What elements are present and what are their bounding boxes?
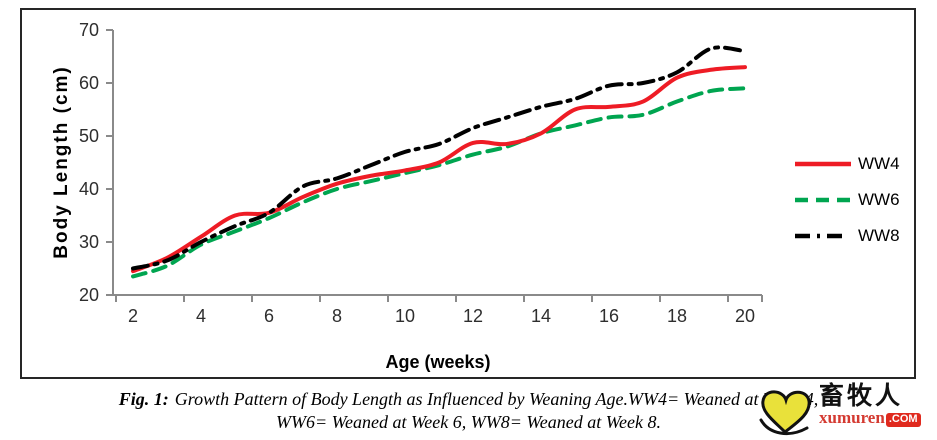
figure-caption-line1: Growth Pattern of Body Length as Influen… <box>174 389 819 409</box>
chart-frame <box>20 8 916 379</box>
series-line-ww6 <box>131 86 747 279</box>
legend-item-ww6: WW6 <box>794 182 914 218</box>
y-axis-tick-label: 20 <box>79 285 99 305</box>
figure-caption-label: Fig. 1: <box>118 389 169 409</box>
xumuren-watermark: 畜牧人 xumuren .COM <box>755 384 935 440</box>
y-axis-tick-label: 40 <box>79 179 99 199</box>
figure-caption: Fig. 1: Growth Pattern of Body Length as … <box>0 388 937 434</box>
chart-legend: WW4 WW6 WW8 <box>794 146 914 254</box>
x-axis-tick-label: 2 <box>128 306 138 326</box>
growth-line-chart: 20 30 40 50 60 70 2 4 6 8 10 12 14 16 18 20 <box>79 20 763 326</box>
ww6-line-swatch-icon <box>795 197 851 203</box>
watermark-text: 畜牧人 xumuren .COM <box>819 384 935 427</box>
x-axis-tick-label: 18 <box>667 306 687 326</box>
axes: 20 30 40 50 60 70 2 4 6 8 10 12 14 16 18 20 <box>79 20 763 326</box>
x-axis-tick-label: 16 <box>599 306 619 326</box>
legend-label-ww8: WW8 <box>858 226 900 245</box>
y-axis-tick-label: 30 <box>79 232 99 252</box>
x-axis-tick-label: 8 <box>332 306 342 326</box>
x-axis-tick-label: 6 <box>264 306 274 326</box>
watermark-domain: xumuren <box>819 408 885 427</box>
series-line-ww8 <box>131 45 747 271</box>
y-axis-title: Body Length (cm) <box>51 65 72 259</box>
x-axis-tick-label: 4 <box>196 306 206 326</box>
legend-item-ww8: WW8 <box>794 218 914 254</box>
ww4-line-swatch-icon <box>795 161 851 167</box>
watermark-cn-text: 畜牧人 <box>819 382 904 410</box>
x-axis-title: Age (weeks) <box>385 352 491 372</box>
series-line-ww4 <box>131 65 747 274</box>
legend-label-ww4: WW4 <box>858 154 900 173</box>
watermark-tld: .COM <box>885 413 921 427</box>
heart-logo-icon <box>759 390 811 436</box>
ww8-line-swatch-icon <box>795 233 844 239</box>
watermark-url: xumuren .COM <box>819 409 935 427</box>
x-axis-tick-label: 20 <box>735 306 755 326</box>
x-axis-tick-label: 10 <box>395 306 415 326</box>
legend-label-ww6: WW6 <box>858 190 900 209</box>
x-axis-tick-label: 12 <box>463 306 483 326</box>
y-axis-tick-label: 70 <box>79 20 99 40</box>
legend-item-ww4: WW4 <box>794 146 914 182</box>
figure-caption-line2: WW6= Weaned at Week 6, WW8= Weaned at We… <box>275 412 662 433</box>
x-axis-tick-label: 14 <box>531 306 551 326</box>
y-axis-tick-label: 50 <box>79 126 99 146</box>
y-axis-tick-label: 60 <box>79 73 99 93</box>
